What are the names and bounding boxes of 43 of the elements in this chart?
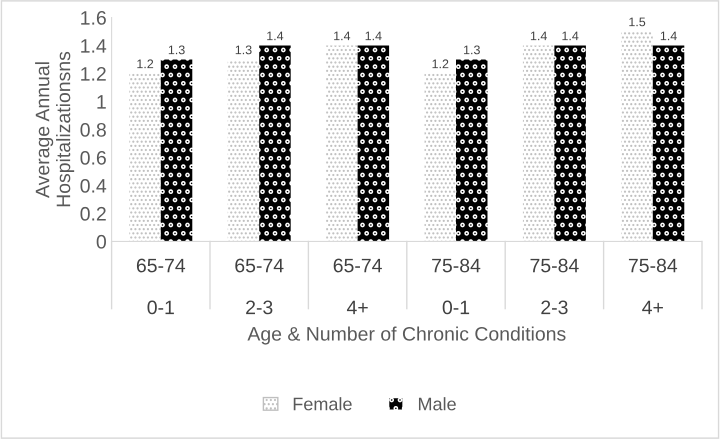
category-label: 65-74 4+ (334, 258, 382, 314)
y-tick-label: 0 (96, 234, 106, 249)
y-tick-label: 0.2 (80, 206, 106, 221)
legend-label: Female (294, 397, 352, 410)
y-axis-title: Average Annual Hospitalizationsns (35, 52, 74, 206)
data-label: 1.2 (137, 59, 154, 68)
bar (228, 60, 260, 242)
category-label: 75-84 2-3 (530, 258, 579, 314)
bar (259, 46, 291, 242)
category-label: 75-84 0-1 (432, 258, 480, 314)
bar (326, 46, 358, 242)
y-tick-label: 1 (97, 95, 106, 109)
x-axis-title: Age & Number of Chronic Conditions (247, 326, 566, 345)
category-label: 75-84 4+ (628, 258, 678, 314)
y-tick-label: 0.8 (80, 122, 106, 137)
data-label: 1.2 (432, 59, 448, 68)
y-tick-label: 0.6 (80, 150, 106, 165)
data-label: 1.3 (464, 45, 480, 54)
data-label: 1.4 (562, 32, 578, 40)
legend-label: Male (418, 397, 456, 410)
y-tick-label: 1.6 (81, 11, 106, 25)
category-label: 65-74 2-3 (235, 258, 284, 314)
bar (554, 46, 586, 242)
bar (652, 46, 684, 242)
bar (358, 46, 390, 242)
bar (522, 46, 554, 242)
y-tick-label: 1.4 (81, 39, 106, 53)
bar (129, 74, 161, 242)
data-label: 1.5 (629, 18, 646, 26)
bar (424, 74, 456, 242)
data-label: 1.3 (236, 45, 252, 54)
category-label: 65-74 0-1 (136, 258, 186, 314)
data-label: 1.3 (168, 45, 185, 54)
data-label: 1.4 (267, 32, 284, 40)
y-tick-label: 0.4 (80, 178, 106, 193)
bar (456, 60, 488, 242)
y-tick-label: 1.2 (81, 67, 106, 81)
data-label: 1.4 (660, 32, 677, 40)
bar (621, 32, 653, 242)
data-label: 1.4 (530, 32, 547, 40)
bar (160, 60, 192, 242)
data-label: 1.4 (334, 32, 350, 40)
data-label: 1.4 (366, 32, 382, 40)
